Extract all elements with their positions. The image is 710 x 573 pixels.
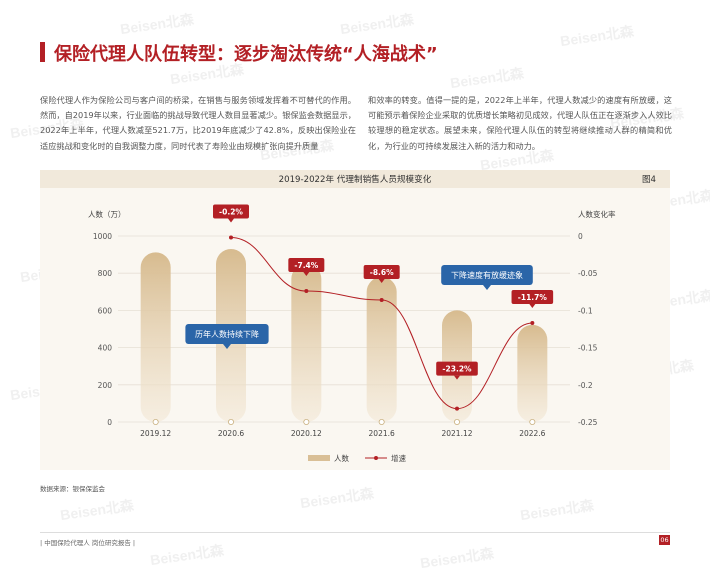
y-left-tick-label: 200 — [98, 381, 113, 390]
y-left-tick-label: 0 — [107, 418, 112, 427]
watermark: Beisen北森 — [59, 496, 135, 524]
growth-label-box — [436, 361, 478, 376]
growth-data-label: -23.2% — [442, 365, 472, 374]
x-tick-label: 2020.12 — [291, 429, 322, 438]
annotation-pointer — [483, 285, 491, 290]
watermark: Beisen北森 — [299, 484, 375, 512]
bar — [140, 252, 171, 422]
bar — [517, 324, 548, 422]
data-source-note: 数据来源：银保保监会 — [40, 485, 105, 493]
watermark: Beisen北森 — [149, 541, 225, 569]
y-left-tick-label: 400 — [98, 344, 113, 353]
bar-base-marker — [303, 418, 310, 425]
growth-label-pointer — [303, 272, 310, 277]
y-right-tick-label: 0 — [578, 232, 583, 241]
y-right-tick-label: -0.15 — [578, 344, 598, 353]
y-left-tick-label: 800 — [98, 269, 113, 278]
growth-data-label: -11.7% — [518, 293, 548, 302]
growth-label-box — [511, 290, 554, 305]
annotation-box — [441, 265, 533, 285]
x-tick-label: 2021.12 — [441, 429, 472, 438]
growth-label-pointer — [454, 375, 460, 380]
growth-label-box — [363, 264, 400, 279]
y-right-tick-label: -0.25 — [578, 418, 598, 427]
bar-base-marker — [529, 418, 536, 425]
bar-base-marker — [227, 418, 234, 425]
body-paragraph-right: 和效率的转变。值得一提的是，2022年上半年，代理人数减少的速度有所放缓，这可能… — [368, 95, 672, 151]
annotation-box — [185, 324, 269, 344]
bar — [291, 263, 322, 422]
growth-point — [455, 406, 459, 411]
page-title: 保险代理人队伍转型：逐步淘汰传统“人海战术” — [54, 44, 438, 65]
x-tick-label: 2020.6 — [218, 429, 244, 438]
growth-data-label: -0.2% — [219, 207, 243, 216]
annotation-text: 历年人数持续下降 — [195, 329, 259, 339]
watermark: Beisen北森 — [519, 496, 595, 524]
growth-point — [304, 289, 309, 294]
bar-base-marker — [453, 418, 460, 425]
watermark: Beisen北森 — [559, 22, 635, 50]
x-tick-label: 2022.6 — [519, 429, 545, 438]
growth-point — [379, 297, 384, 302]
watermark: Beisen北森 — [119, 10, 195, 38]
bar — [366, 276, 397, 422]
growth-line — [230, 236, 533, 410]
legend-label-bar: 人数 — [334, 453, 349, 463]
y-right-tick-label: -0.2 — [578, 381, 593, 390]
y-right-tick-label: -0.05 — [578, 269, 598, 278]
growth-point — [229, 235, 233, 240]
title-accent-bar — [40, 42, 45, 62]
footer-report-name: | 中国保险代理人 岗位研究报告 | — [40, 539, 136, 547]
x-tick-label: 2021.6 — [369, 429, 395, 438]
watermark: Beisen北森 — [339, 10, 415, 38]
body-paragraph-left: 保险代理人作为保险公司与客户间的桥梁，在销售与服务领域发挥着不可替代的作用。然而… — [40, 95, 356, 151]
page-number: 06 — [659, 535, 670, 545]
annotation-pointer — [223, 344, 231, 349]
growth-label-pointer — [378, 278, 385, 283]
bar-base-marker — [378, 418, 385, 425]
chart-header — [40, 170, 670, 188]
y-right-axis-title: 人数变化率 — [578, 209, 616, 219]
legend-swatch-point — [374, 456, 378, 460]
bar-base-marker — [152, 418, 159, 425]
y-left-axis-title: 人数（万） — [88, 209, 126, 219]
legend-label-line: 增速 — [391, 453, 406, 463]
x-tick-label: 2019.12 — [140, 429, 171, 438]
watermark: Beisen北森 — [449, 64, 525, 92]
watermark: Beisen北森 — [419, 544, 495, 572]
growth-data-label: -8.6% — [370, 268, 394, 277]
growth-data-label: -7.4% — [294, 261, 318, 270]
y-right-tick-label: -0.1 — [578, 306, 593, 315]
chart-title: 2019-2022年 代理制销售人员规模变化 — [278, 175, 432, 185]
growth-point — [530, 321, 535, 326]
figure-label: 图4 — [641, 175, 656, 185]
annotation-text: 下降速度有放缓迹象 — [451, 270, 523, 280]
chart-panel: 2019-2022年 代理制销售人员规模变化 图4 0 200 400 600 800 1… — [40, 170, 670, 470]
y-left-tick-label: 1000 — [93, 232, 112, 241]
y-left-tick-label: 600 — [98, 306, 113, 315]
growth-label-box — [288, 258, 325, 273]
growth-label-box — [213, 204, 249, 219]
growth-label-pointer — [529, 304, 536, 309]
footer-divider — [40, 532, 670, 533]
growth-label-pointer — [228, 218, 234, 223]
legend-swatch-bar — [308, 455, 330, 461]
chart-canvas: 0 200 400 600 800 1000 0 -0.05 -0.1 -0.15 -0.2 -0.2… — [88, 204, 616, 463]
